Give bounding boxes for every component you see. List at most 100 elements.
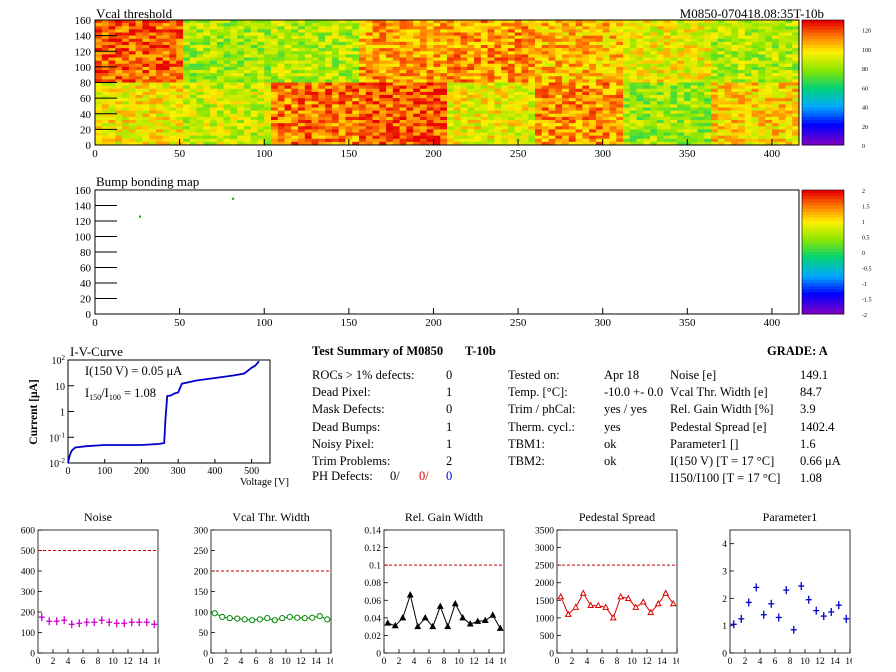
vcal-threshold-cell xyxy=(792,141,800,146)
vcal-threshold-cell xyxy=(433,23,441,27)
vcal-threshold-cell xyxy=(582,23,590,27)
vcal-threshold-cell xyxy=(568,135,576,140)
vcal-threshold-cell xyxy=(135,123,143,127)
mini-xtick-label: 8 xyxy=(615,657,620,667)
vcal-threshold-cell xyxy=(135,51,143,55)
vcal-threshold-cell xyxy=(189,32,197,36)
vcal-threshold-cell xyxy=(271,63,279,68)
vcal-threshold-cell xyxy=(501,141,509,146)
vcal-threshold-cell xyxy=(392,104,400,108)
vcal-threshold-xtick-label: 250 xyxy=(510,148,527,160)
vcal-threshold-cell xyxy=(291,82,299,86)
vcal-threshold-cell xyxy=(541,79,549,83)
vcal-threshold-cell xyxy=(440,32,448,36)
vcal-threshold-cell xyxy=(196,138,204,143)
vcal-threshold-cell xyxy=(535,51,543,55)
vcal-threshold-cell xyxy=(535,54,543,58)
vcal-threshold-cell xyxy=(352,141,360,146)
vcal-threshold-cell xyxy=(95,135,103,140)
vcal-threshold-cell xyxy=(758,48,766,52)
vcal-threshold-cell xyxy=(365,116,373,121)
vcal-threshold-cell xyxy=(717,32,725,36)
vcal-threshold-cell xyxy=(792,29,800,33)
vcal-threshold-cell xyxy=(704,20,712,24)
vcal-threshold-cell xyxy=(250,85,258,90)
vcal-threshold-cell xyxy=(643,48,651,52)
vcal-threshold-cell xyxy=(230,107,238,111)
vcal-threshold-cell xyxy=(778,101,786,105)
vcal-threshold-colorbar-bin xyxy=(802,91,844,96)
vcal-threshold-cell xyxy=(149,138,157,143)
vcal-threshold-cell xyxy=(656,57,664,61)
vcal-threshold-cell xyxy=(298,32,306,36)
vcal-threshold-cell xyxy=(311,91,319,96)
vcal-threshold-cell xyxy=(623,82,631,86)
vcal-threshold-cell xyxy=(751,141,759,146)
vcal-threshold-cell xyxy=(419,57,427,61)
vcal-threshold-cell xyxy=(683,73,691,77)
vcal-threshold-cell xyxy=(744,120,752,124)
mini-point xyxy=(496,624,504,631)
vcal-threshold-cell xyxy=(609,116,617,121)
iv-xtick-label: 0 xyxy=(66,466,71,477)
vcal-threshold-cell xyxy=(521,48,529,52)
vcal-threshold-cell xyxy=(440,126,448,130)
vcal-threshold-cell xyxy=(264,126,272,130)
vcal-threshold-cell xyxy=(169,138,177,143)
vcal-threshold-cell xyxy=(453,57,461,61)
vcal-threshold-cell xyxy=(528,120,536,124)
vcal-threshold-cell xyxy=(670,104,678,108)
vcal-threshold-cell xyxy=(95,29,103,33)
vcal-threshold-cell xyxy=(677,32,685,36)
vcal-threshold-cell xyxy=(433,104,441,108)
vcal-threshold-cell xyxy=(223,60,231,65)
mini-chart-vcal_width: Vcal Thr. Width0246810121416050100150200… xyxy=(194,510,333,667)
vcal-threshold-cell xyxy=(243,132,251,136)
vcal-threshold-cell xyxy=(149,73,157,77)
vcal-threshold-cell xyxy=(413,110,421,115)
vcal-threshold-cell xyxy=(582,60,590,65)
vcal-threshold-cell xyxy=(223,116,231,121)
vcal-threshold-cell xyxy=(521,51,529,55)
bump-map-colorbar-label: -0.5 xyxy=(862,267,872,273)
vcal-threshold-cell xyxy=(359,135,367,140)
vcal-threshold-cell xyxy=(264,63,272,68)
vcal-threshold-cell xyxy=(636,23,644,27)
vcal-threshold-cell xyxy=(338,135,346,140)
vcal-threshold-cell xyxy=(325,38,333,43)
vcal-threshold-cell xyxy=(399,76,407,80)
vcal-threshold-cell xyxy=(419,126,427,130)
vcal-threshold-cell xyxy=(243,113,251,118)
vcal-threshold-cell xyxy=(480,85,488,90)
vcal-threshold-cell xyxy=(758,73,766,77)
vcal-threshold-cell xyxy=(128,104,136,108)
vcal-threshold-cell xyxy=(413,35,421,40)
vcal-threshold-cell xyxy=(433,57,441,61)
vcal-threshold-cell xyxy=(514,95,522,99)
bump-map-colorbar-bin xyxy=(802,258,844,262)
vcal-threshold-cell xyxy=(426,116,434,121)
vcal-threshold-cell xyxy=(264,120,272,124)
vcal-threshold-cell xyxy=(785,29,793,33)
vcal-threshold-cell xyxy=(724,57,732,61)
vcal-threshold-cell xyxy=(433,138,441,143)
vcal-threshold-cell xyxy=(128,51,136,55)
vcal-threshold-cell xyxy=(250,54,258,58)
vcal-threshold-cell xyxy=(379,29,387,33)
vcal-threshold-cell xyxy=(345,95,353,99)
vcal-threshold-cell xyxy=(731,41,739,46)
vcal-threshold-cell xyxy=(555,135,563,140)
vcal-threshold-cell xyxy=(656,23,664,27)
vcal-threshold-cell xyxy=(379,110,387,115)
vcal-threshold-cell xyxy=(738,51,746,55)
vcal-threshold-cell xyxy=(514,120,522,124)
vcal-threshold-cell xyxy=(582,116,590,121)
vcal-threshold-cell xyxy=(494,51,502,55)
vcal-threshold-cell xyxy=(467,120,475,124)
vcal-threshold-cell xyxy=(629,57,637,61)
vcal-threshold-cell xyxy=(480,104,488,108)
vcal-threshold-cell xyxy=(95,66,103,71)
vcal-threshold-cell xyxy=(210,20,218,24)
vcal-threshold-cell xyxy=(419,51,427,55)
vcal-threshold-cell xyxy=(433,82,441,86)
